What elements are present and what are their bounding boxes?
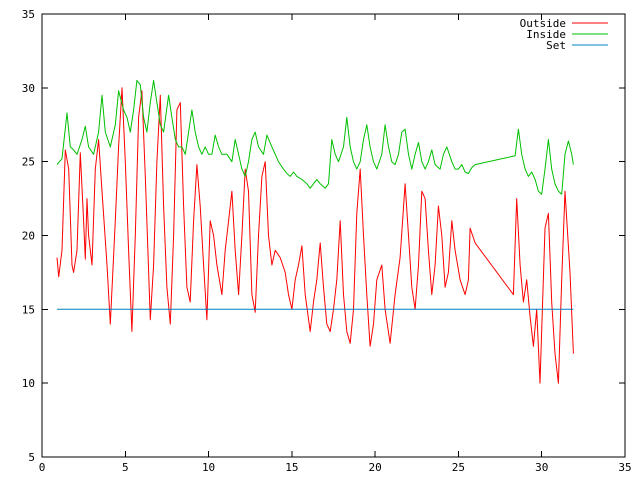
x-tick-label: 10	[202, 461, 215, 474]
legend-label-set: Set	[546, 39, 566, 52]
x-tick-label: 35	[618, 461, 631, 474]
x-tick-label: 5	[122, 461, 129, 474]
x-tick-label: 20	[369, 461, 382, 474]
legend-label-outside: Outside	[520, 17, 566, 30]
y-tick-label: 5	[28, 451, 35, 464]
x-tick-label: 15	[285, 461, 298, 474]
y-tick-label: 10	[22, 377, 35, 390]
y-tick-label: 20	[22, 230, 35, 243]
series-line-outside	[56, 87, 574, 384]
legend-label-inside: Inside	[526, 28, 566, 41]
y-tick-label: 25	[22, 156, 35, 169]
y-tick-label: 35	[22, 8, 35, 21]
y-axis: 5 10 15 20 25 30 35	[22, 8, 625, 464]
plot-frame	[41, 13, 626, 458]
x-axis: 0 5 10 15 20 25 30 35	[39, 14, 632, 474]
x-tick-label: 0	[39, 461, 46, 474]
series-line-inside	[56, 79, 574, 195]
plot-area	[56, 79, 574, 384]
y-tick-label: 30	[22, 82, 35, 95]
y-tick-label: 15	[22, 303, 35, 316]
x-tick-label: 25	[452, 461, 465, 474]
x-tick-label: 30	[535, 461, 548, 474]
